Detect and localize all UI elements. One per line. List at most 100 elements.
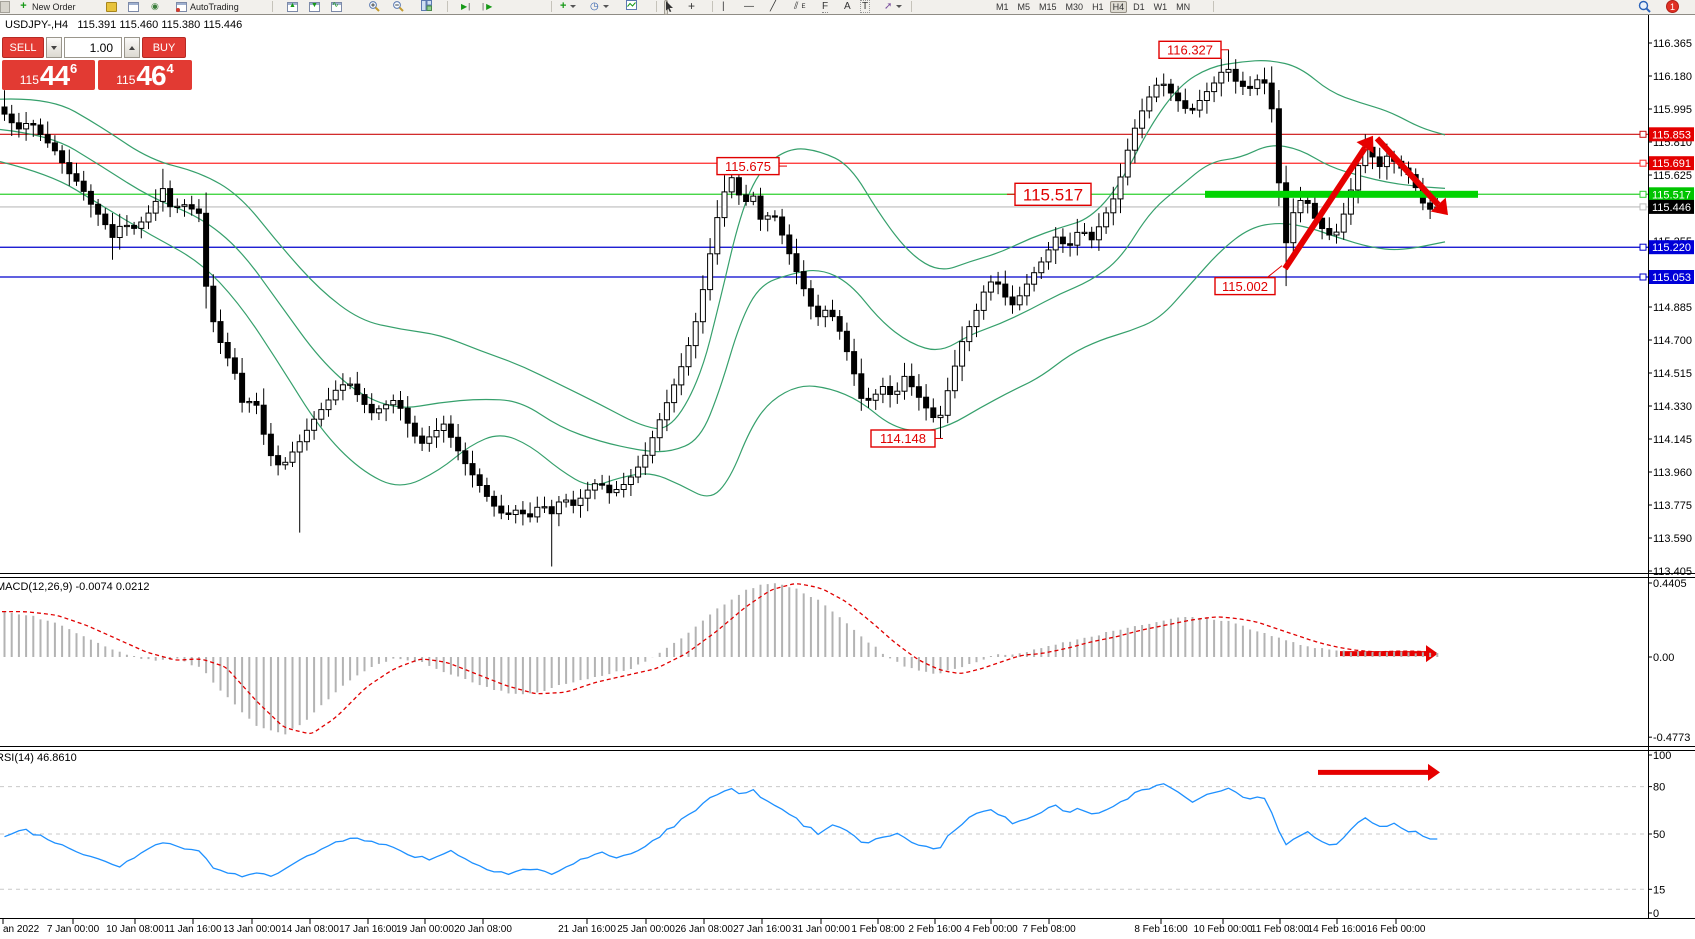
horizontal-level-lines[interactable]: [0, 133, 1648, 278]
candle: [959, 341, 966, 367]
horizontal-line-tool[interactable]: —: [744, 1, 754, 12]
macd-label: MACD(12,26,9) -0.0074 0.0212: [0, 581, 149, 593]
notifications-icon[interactable]: 1: [1666, 0, 1679, 13]
thick-green-line-annotation[interactable]: [1205, 190, 1478, 198]
candle: [433, 430, 440, 438]
candle: [685, 345, 692, 368]
text-tool[interactable]: A: [844, 1, 851, 12]
candle: [109, 224, 116, 238]
auto-scroll-icon[interactable]: ▶ |: [461, 2, 471, 11]
candle: [1261, 79, 1268, 84]
cursor-tool[interactable]: [664, 0, 673, 15]
buy-price-display[interactable]: 115 46 4: [98, 60, 192, 90]
volume-increase-button[interactable]: [124, 37, 140, 58]
vertical-line-tool[interactable]: |: [722, 1, 725, 12]
time-axis[interactable]: an 2022 7 Jan 00:00 10 Jan 08:00 11 Jan 16:…: [2, 919, 1426, 935]
timeframe-button-M5[interactable]: M5: [1017, 1, 1031, 12]
trendline-tool[interactable]: ╱: [770, 1, 777, 12]
candle: [1347, 189, 1354, 215]
equidistant-channel-tool[interactable]: ⫽ E: [794, 1, 806, 12]
candle: [1131, 127, 1138, 151]
autotrading-button[interactable]: AutoTrading: [176, 0, 239, 13]
styles-icon[interactable]: [106, 0, 117, 13]
red-arrow-annotation[interactable]: [1374, 136, 1448, 216]
axis-price-label: 115.995: [1653, 104, 1692, 116]
timeframe-button-M30[interactable]: M30: [1065, 1, 1084, 12]
candle: [591, 483, 598, 491]
volume-decrease-button[interactable]: [46, 37, 62, 58]
price-label-annotation-115.002[interactable]: 115.002: [1214, 265, 1283, 296]
candle: [721, 191, 728, 219]
candle: [1340, 213, 1347, 233]
timeframe-button-D1[interactable]: D1: [1133, 1, 1145, 12]
price-label-annotation-115.675[interactable]: 115.675: [716, 156, 787, 176]
timeframe-button-W1[interactable]: W1: [1153, 1, 1168, 12]
new-chart-icon[interactable]: [128, 0, 139, 13]
text-label-tool[interactable]: T: [860, 0, 871, 13]
red-arrow-annotation[interactable]: [1340, 645, 1438, 663]
new-order-button[interactable]: + New Order: [18, 0, 75, 13]
timeframe-button-H1[interactable]: H1: [1092, 1, 1104, 12]
candle: [224, 342, 231, 359]
candle: [23, 123, 30, 130]
chart-profile-down-icon[interactable]: ▼: [309, 0, 320, 13]
timeframe-button-M15[interactable]: M15: [1039, 1, 1057, 12]
timeframe-button-H4[interactable]: H4: [1109, 0, 1128, 13]
buy-button[interactable]: BUY: [142, 37, 186, 58]
chart-profile-curve-icon[interactable]: ∿: [331, 0, 342, 13]
candle: [1247, 85, 1254, 89]
chart-profile-up-icon[interactable]: ▲: [287, 0, 298, 13]
candle: [1167, 83, 1174, 94]
arrows-shapes-tool[interactable]: ➚: [884, 0, 903, 13]
crosshair-tool[interactable]: +: [688, 0, 696, 13]
candle: [915, 386, 922, 398]
axis-price-label: 113.590: [1653, 533, 1692, 545]
timeframe-button-MN[interactable]: MN: [1176, 1, 1191, 12]
buy-price-sup: 4: [166, 61, 174, 76]
candle: [642, 454, 649, 468]
time-axis-label: 1 Feb 08:00: [851, 924, 905, 935]
candle: [800, 271, 807, 290]
candle: [476, 474, 483, 486]
sell-button[interactable]: SELL: [2, 37, 44, 58]
candle: [1175, 92, 1182, 102]
fibonacci-tool[interactable]: F: [822, 0, 829, 13]
candle: [15, 122, 22, 130]
chart-template-icon[interactable]: [626, 0, 637, 13]
sell-price-display[interactable]: 115 44 6: [2, 60, 95, 90]
price-label-annotation-116.327[interactable]: 116.327: [1158, 40, 1229, 59]
candle: [383, 404, 390, 410]
candle: [793, 253, 800, 273]
candle: [1117, 176, 1124, 200]
red-arrow-annotation[interactable]: [1318, 763, 1440, 781]
candle: [527, 513, 534, 518]
candle: [692, 321, 699, 347]
svg-text:115.517: 115.517: [1652, 189, 1691, 201]
candle: [253, 401, 260, 406]
candle: [116, 225, 123, 238]
candle: [1268, 82, 1275, 110]
price-label-annotation-115.517[interactable]: 115.517: [1007, 182, 1092, 207]
svg-text:116.327: 116.327: [1167, 43, 1213, 58]
indicators-add-icon[interactable]: +: [560, 0, 577, 13]
candle: [887, 386, 894, 395]
signal-icon[interactable]: ◉: [151, 1, 159, 11]
candle: [743, 194, 750, 202]
candle: [555, 501, 562, 515]
candle: [1283, 182, 1290, 244]
candle: [1218, 71, 1225, 84]
chart-shift-icon[interactable]: | ▶: [482, 2, 493, 11]
red-arrow-annotation[interactable]: [1282, 135, 1374, 271]
volume-input[interactable]: [64, 37, 122, 58]
candle: [1009, 296, 1016, 306]
candle: [757, 195, 764, 220]
triangle-up-icon: [129, 45, 135, 50]
price-label-annotation-114.148[interactable]: 114.148: [870, 429, 943, 448]
time-axis-label: 11 Jan 16:00: [164, 924, 222, 935]
timeframe-button-M1[interactable]: M1: [996, 1, 1009, 12]
candle: [354, 383, 361, 396]
period-clock-icon[interactable]: ◷: [590, 0, 609, 13]
candle: [728, 177, 735, 193]
candle: [1239, 80, 1246, 87]
